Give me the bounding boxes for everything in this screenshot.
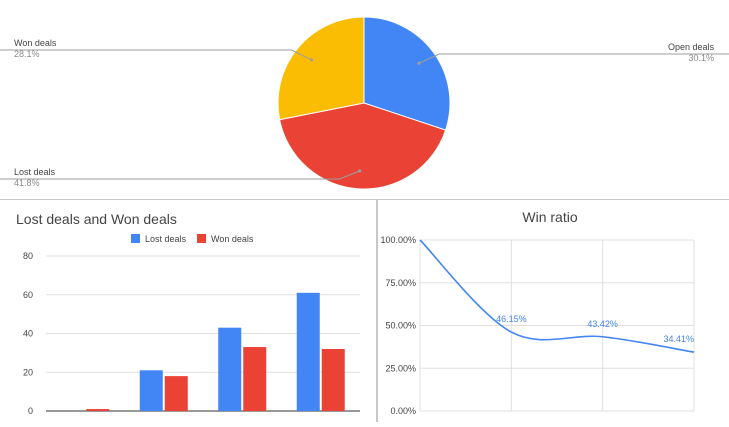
- line-point-label-2: 43.42%: [587, 319, 618, 329]
- bar-chart-title: Lost deals and Won deals: [16, 211, 177, 227]
- legend-label-0: Lost deals: [145, 234, 187, 244]
- pie-leader-1: [0, 170, 360, 180]
- horizontal-divider: [0, 199, 729, 200]
- bar-chart-panel: Lost deals and Won deals Lost deals Won de…: [0, 200, 376, 422]
- line-chart-panel: Win ratio 0.00% 25.00% 50.00% 75.00% 100.00% 4…: [378, 200, 729, 422]
- pie-pct-0: 30.1%: [688, 53, 714, 63]
- bar-ytick-3: 60: [23, 290, 33, 300]
- pie-slice-1: [279, 102, 447, 190]
- pie-label-1: Lost deals: [14, 167, 56, 177]
- pie-label-2: Won deals: [14, 38, 57, 48]
- bar-chart: Lost deals and Won deals Lost deals Won de…: [16, 211, 360, 416]
- bar-ytick-0: 0: [28, 406, 33, 416]
- bar-ytick-1: 20: [23, 367, 33, 377]
- bar-1-1: [164, 376, 188, 411]
- pie-leader-dot-2: [309, 58, 314, 62]
- pie-leader-0: [418, 53, 729, 64]
- win-ratio-line: [419, 239, 695, 353]
- bar-ytick-4: 80: [23, 251, 33, 261]
- pie-leader-2: [0, 49, 312, 61]
- line-point-label-3: 34.41%: [663, 334, 694, 344]
- vertical-divider: [376, 200, 378, 422]
- legend-swatch-0: [131, 234, 140, 243]
- bar-1-0: [86, 409, 110, 411]
- bar-1-2: [243, 347, 267, 411]
- pie-leader-dot-0: [417, 61, 421, 65]
- line-chart: Win ratio 0.00% 25.00% 50.00% 75.00% 100.00% 4…: [380, 209, 695, 416]
- line-ytick-2: 50.00%: [385, 321, 416, 331]
- bar-0-1: [139, 370, 163, 411]
- line-point-label-1: 46.15%: [496, 314, 527, 324]
- pie-chart-panel: Open deals 30.1% Lost deals 41.8% Won deals 2…: [0, 0, 729, 200]
- pie-slice-2: [277, 16, 365, 121]
- pie-slice-0: [363, 16, 451, 131]
- line-ytick-4: 100.00%: [380, 235, 416, 245]
- bar-ytick-2: 40: [23, 329, 33, 339]
- line-ytick-3: 75.00%: [385, 278, 416, 288]
- line-ytick-0: 0.00%: [390, 406, 416, 416]
- pie-leader-dot-1: [358, 169, 362, 173]
- legend-label-1: Won deals: [211, 234, 254, 244]
- bar-0-2: [218, 327, 242, 411]
- line-ytick-1: 25.00%: [385, 363, 416, 373]
- pie-pct-2: 28.1%: [14, 49, 40, 59]
- bar-0-3: [296, 292, 320, 411]
- bar-1-3: [321, 349, 345, 411]
- pie-label-0: Open deals: [668, 42, 715, 52]
- line-chart-title: Win ratio: [522, 209, 577, 225]
- legend-swatch-1: [197, 234, 206, 243]
- pie-pct-1: 41.8%: [14, 178, 40, 188]
